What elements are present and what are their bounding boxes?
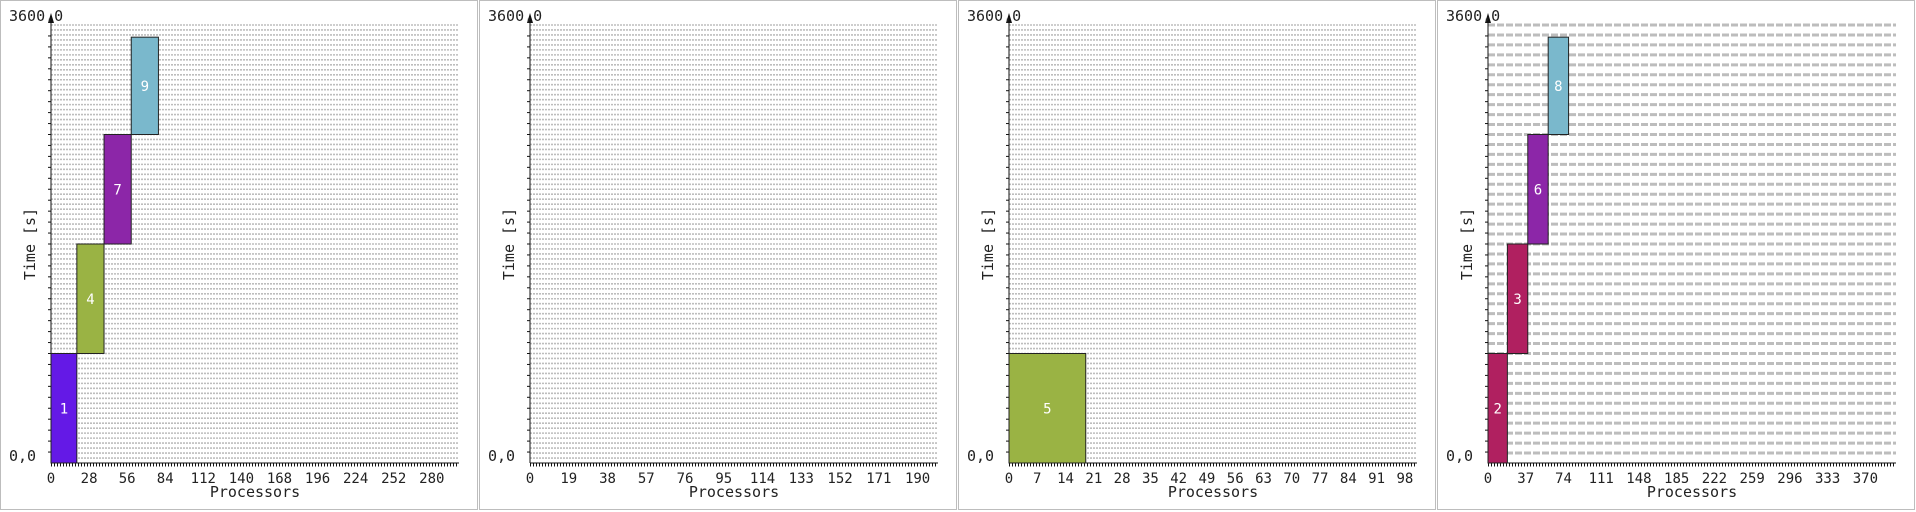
x-tick-label: 19	[560, 471, 577, 487]
x-tick-label: 190	[905, 471, 930, 487]
x-tick-label: 333	[1815, 471, 1840, 487]
y-top-label: 3600,0	[1446, 7, 1500, 25]
chart-panel-2: 0 19 38 57 76 95 114 133 152 171 190 3600,0 0,0 Proce…	[479, 0, 957, 510]
x-tick-label: 370	[1853, 471, 1878, 487]
x-tick-label: 56	[1227, 471, 1244, 487]
y-axis-title: Time [s]	[1458, 208, 1476, 280]
x-tick-label: 38	[599, 471, 616, 487]
job-9-bar	[130, 36, 159, 136]
x-tick-label: 37	[1517, 471, 1534, 487]
x-tick-label: 111	[1589, 471, 1614, 487]
x-axis-title: Processors	[689, 483, 779, 501]
x-axis-title: Processors	[1647, 483, 1737, 501]
x-tick-label: 112	[191, 471, 216, 487]
y-bottom-label: 0,0	[9, 447, 36, 465]
x-tick-label: 70	[1283, 471, 1300, 487]
x-tick-label: 57	[638, 471, 655, 487]
y-bottom-label: 0,0	[967, 447, 994, 465]
x-tick-label: 152	[827, 471, 852, 487]
job-6-label: 6	[1534, 182, 1542, 198]
job-7-label: 7	[113, 182, 121, 198]
chart-2-svg: 0 19 38 57 76 95 114 133 152 171 190 3600,0 0,0 Proce…	[488, 7, 938, 501]
y-axis-arrow	[1485, 13, 1491, 23]
y-axis-title: Time [s]	[21, 208, 39, 280]
x-tick-label: 35	[1142, 471, 1159, 487]
x-tick-label: 0	[1005, 471, 1013, 487]
x-tick-label: 133	[789, 471, 814, 487]
chart-panel-1: 1 4 7 9 0 28 56 84 112 140 168 196 224 252 280 3600,0 0,…	[0, 0, 478, 510]
chart-panel-3: 5 0 7 14 21 28 35 42 49 56 63 70 77 84 91 98 3600,0 0,0 Pr…	[958, 0, 1436, 510]
job-5-label: 5	[1043, 401, 1051, 417]
x-tick-label: 171	[866, 471, 891, 487]
x-tick-label: 185	[1664, 471, 1689, 487]
x-tick-label: 63	[1255, 471, 1272, 487]
job-3-bar	[1506, 243, 1529, 354]
x-tick-label: 21	[1085, 471, 1102, 487]
x-tick-label: 148	[1626, 471, 1651, 487]
job-8-bar	[1547, 36, 1570, 136]
y-top-label: 3600,0	[488, 7, 542, 25]
y-axis-arrow	[48, 13, 54, 23]
x-tick-label: 222	[1702, 471, 1727, 487]
chart-1-svg: 1 4 7 9 0 28 56 84 112 140 168 196 224 252 280 3600,0 0,…	[9, 7, 459, 501]
x-tick-label: 296	[1777, 471, 1802, 487]
x-tick-label: 0	[47, 471, 55, 487]
x-tick-label: 168	[267, 471, 292, 487]
x-tick-label: 77	[1312, 471, 1329, 487]
x-tick-label: 0	[526, 471, 534, 487]
x-tick-label: 28	[1114, 471, 1131, 487]
job-5-bar	[1008, 353, 1087, 464]
y-axis-title: Time [s]	[979, 208, 997, 280]
job-1-label: 1	[60, 401, 68, 417]
x-tick-label: 56	[119, 471, 136, 487]
y-axis-title: Time [s]	[500, 208, 518, 280]
job-3-label: 3	[1513, 292, 1521, 308]
x-tick-label: 7	[1033, 471, 1041, 487]
job-8-label: 8	[1554, 79, 1562, 95]
job-7-bar	[103, 134, 132, 245]
job-1-bar	[50, 353, 78, 464]
job-2-bar	[1487, 353, 1508, 464]
x-tick-label: 28	[81, 471, 98, 487]
chart-3-svg: 5 0 7 14 21 28 35 42 49 56 63 70 77 84 91 98 3600,0 0,0 Pr…	[967, 7, 1417, 501]
job-4-label: 4	[86, 292, 94, 308]
x-tick-label: 76	[677, 471, 694, 487]
x-axis-title: Processors	[1168, 483, 1258, 501]
x-tick-label: 74	[1555, 471, 1572, 487]
grid-lines	[1488, 23, 1896, 455]
x-tick-label: 224	[343, 471, 368, 487]
y-axis-arrow	[527, 13, 533, 23]
y-axis-arrow	[1006, 13, 1012, 23]
y-top-label: 3600,0	[967, 7, 1021, 25]
job-2-label: 2	[1493, 401, 1501, 417]
chart-4-svg: 2 3 6 8 0 37 74 111 148 185 222 259 296 333 370 3600,0 0…	[1446, 7, 1896, 501]
x-tick-label: 95	[715, 471, 732, 487]
x-tick-label: 14	[1057, 471, 1074, 487]
y-bottom-label: 0,0	[1446, 447, 1473, 465]
x-tick-label: 91	[1368, 471, 1385, 487]
x-tick-label: 259	[1740, 471, 1765, 487]
x-tick-label: 114	[750, 471, 775, 487]
job-6-bar	[1527, 134, 1549, 245]
x-tick-label: 49	[1199, 471, 1216, 487]
chart-panel-4: 2 3 6 8 0 37 74 111 148 185 222 259 296 333 370 3600,0 0…	[1437, 0, 1915, 510]
y-top-label: 3600,0	[9, 7, 63, 25]
x-tick-label: 98	[1396, 471, 1413, 487]
y-bottom-label: 0,0	[488, 447, 515, 465]
x-tick-label: 42	[1170, 471, 1187, 487]
x-axis-title: Processors	[210, 483, 300, 501]
job-9-label: 9	[141, 79, 149, 95]
x-tick-label: 280	[419, 471, 444, 487]
grid-lines	[530, 24, 938, 459]
job-4-bar	[76, 243, 105, 354]
x-tick-label: 140	[229, 471, 254, 487]
x-tick-label: 84	[157, 471, 174, 487]
x-tick-label: 0	[1484, 471, 1492, 487]
x-tick-label: 84	[1340, 471, 1357, 487]
x-tick-label: 196	[305, 471, 330, 487]
x-tick-label: 252	[381, 471, 406, 487]
